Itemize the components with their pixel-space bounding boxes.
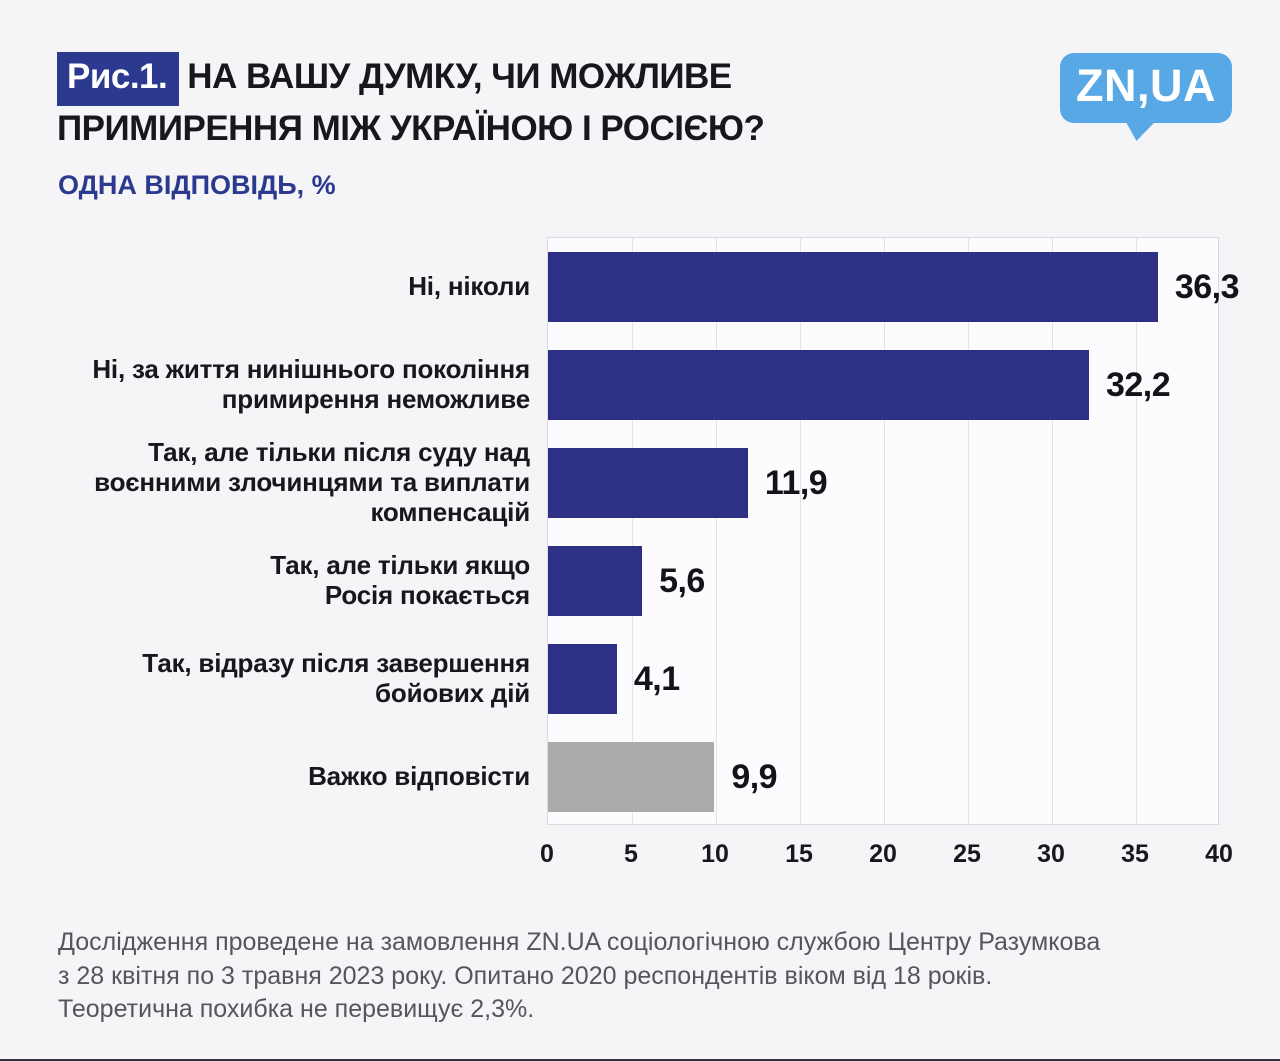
bar: [548, 742, 715, 812]
bar-value-label: 11,9: [764, 463, 828, 502]
x-tick-label: 5: [624, 840, 638, 868]
category-label: Ні, ніколи: [408, 270, 530, 301]
bar-value-label: 32,2: [1105, 365, 1171, 404]
x-tick-label: 20: [869, 840, 897, 868]
gridline: [632, 238, 633, 824]
znua-logo: ZN,UA: [1060, 53, 1232, 141]
bar-value-label: 4,1: [633, 659, 680, 698]
chart-title-block: Рис.1. НА ВАШУ ДУМКУ, ЧИ МОЖЛИВЕ ПРИМИРЕН…: [57, 52, 972, 152]
bar-value-label: 36,3: [1174, 267, 1240, 306]
gridline: [716, 238, 717, 824]
x-tick-label: 35: [1121, 840, 1149, 868]
x-tick-label: 30: [1037, 840, 1065, 868]
bar-value-label: 9,9: [731, 757, 778, 796]
bottom-border: [0, 1059, 1280, 1061]
plot-area: 36,3 32,2 11,9 5,6 4,1 9,9: [547, 237, 1240, 825]
category-label: Так, але тільки якщо Росія покається: [270, 549, 530, 610]
chart-title: НА ВАШУ ДУМКУ, ЧИ МОЖЛИВЕ ПРИМИРЕННЯ МІЖ…: [57, 57, 765, 148]
category-label: Так, відразу після завершення бойових ді…: [142, 647, 530, 708]
x-tick-label: 0: [540, 840, 554, 868]
category-label: Ні, за життя нинішнього покоління примир…: [92, 353, 530, 414]
bar: [548, 252, 1158, 322]
x-tick-label: 40: [1205, 840, 1233, 868]
bar: [548, 546, 643, 616]
figure-number-badge: Рис.1.: [57, 52, 180, 106]
gridline: [968, 238, 969, 824]
gridline: [800, 238, 801, 824]
x-tick-label: 15: [785, 840, 813, 868]
source-note-line: Дослідження проведене на замовлення ZN.U…: [58, 928, 1101, 956]
source-note-line: Теоретична похибка не перевищує 2,3%.: [58, 995, 535, 1023]
category-label: Так, але тільки після суду над воєнними …: [94, 436, 530, 528]
source-note: Дослідження проведене на замовлення ZN.U…: [58, 926, 1208, 1027]
gridline: [1136, 238, 1137, 824]
source-note-line: з 28 квітня по 3 травня 2023 року. Опита…: [58, 961, 993, 990]
gridline: [884, 238, 885, 824]
chart-subtitle: ОДНА ВІДПОВІДЬ, %: [58, 170, 336, 200]
gridline: [1052, 238, 1053, 824]
bar: [548, 644, 617, 714]
speech-bubble-tail-icon: [1124, 119, 1158, 141]
x-tick-label: 10: [701, 840, 729, 868]
x-tick-label: 25: [953, 840, 981, 868]
znua-logo-text: ZN,UA: [1076, 60, 1216, 111]
category-label: Важко відповісти: [308, 760, 530, 791]
bar-value-label: 5,6: [659, 561, 705, 600]
bar: [548, 448, 748, 518]
bar: [548, 350, 1089, 420]
